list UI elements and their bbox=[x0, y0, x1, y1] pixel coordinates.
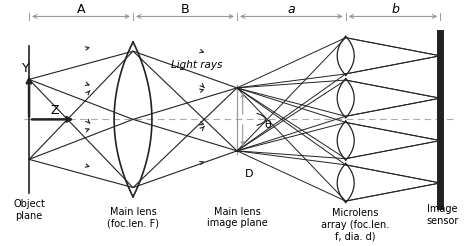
Text: Object
plane: Object plane bbox=[13, 200, 45, 221]
Text: Microlens
array (foc.len.
f, dia. d): Microlens array (foc.len. f, dia. d) bbox=[321, 208, 389, 241]
Text: Main lens
image plane: Main lens image plane bbox=[207, 207, 267, 228]
Text: Y: Y bbox=[22, 62, 29, 75]
Text: a: a bbox=[288, 3, 295, 16]
Text: θ: θ bbox=[264, 120, 271, 130]
Text: Main lens
(foc.len. F): Main lens (foc.len. F) bbox=[107, 207, 159, 228]
Text: Light rays: Light rays bbox=[171, 60, 222, 70]
Text: Z: Z bbox=[51, 104, 59, 117]
Text: B: B bbox=[181, 3, 189, 16]
Text: A: A bbox=[77, 3, 85, 16]
Text: Image
sensor: Image sensor bbox=[427, 204, 459, 226]
Text: D: D bbox=[245, 169, 253, 179]
Text: b: b bbox=[392, 3, 399, 16]
